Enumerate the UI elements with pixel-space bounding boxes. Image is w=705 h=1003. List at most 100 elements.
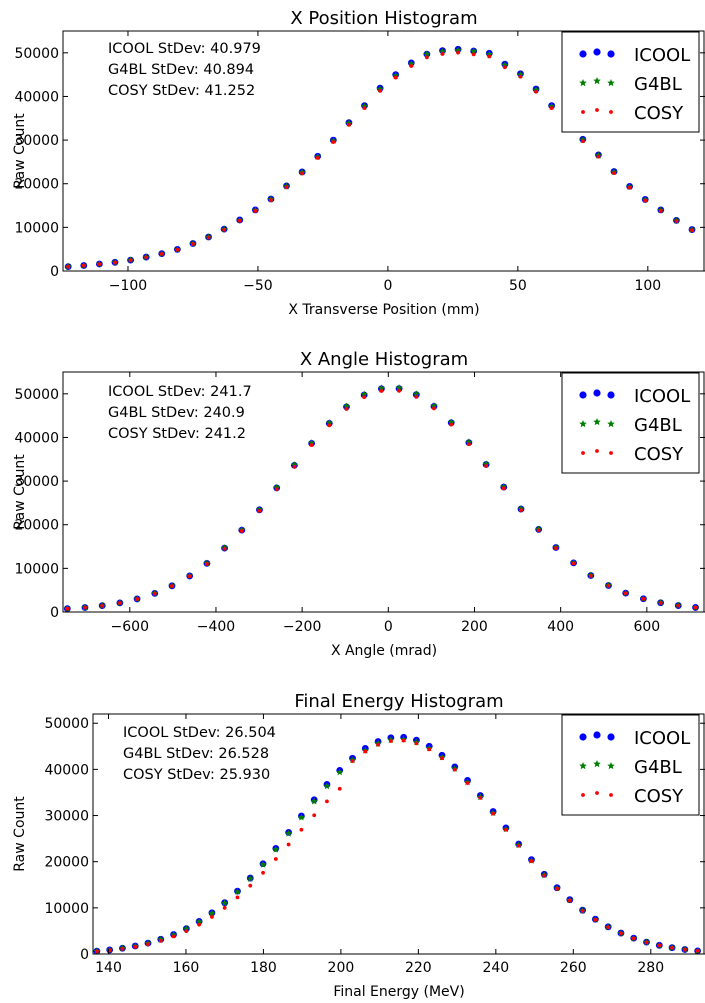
x-tick-label: 0 xyxy=(384,619,393,635)
legend-label: COSY xyxy=(634,103,684,124)
legend-marker xyxy=(607,79,615,87)
legend-label: ICOOL xyxy=(634,728,690,749)
data-point-cosy xyxy=(205,561,209,566)
data-point-cosy xyxy=(465,781,470,785)
data-point-cosy xyxy=(327,423,332,428)
data-point-g4bl xyxy=(221,899,229,907)
x-tick-label: −400 xyxy=(197,619,235,635)
legend-marker xyxy=(579,391,587,399)
y-tick-label: 40000 xyxy=(44,762,89,778)
data-point-cosy xyxy=(414,741,419,746)
data-point-cosy xyxy=(206,235,211,240)
legend: ICOOL G4BL COSY xyxy=(561,714,700,816)
data-point-cosy xyxy=(606,583,611,588)
data-point-g4bl xyxy=(465,438,473,446)
x-tick-label: 160 xyxy=(173,960,200,976)
legend-label: COSY xyxy=(634,444,684,465)
data-point-cosy xyxy=(534,89,538,94)
legend-label: ICOOL xyxy=(634,45,690,66)
legend-label: G4BL xyxy=(634,415,682,436)
series-cosy xyxy=(66,50,694,269)
data-point-cosy xyxy=(210,915,214,919)
data-point-cosy xyxy=(456,50,460,55)
legend-marker xyxy=(609,451,613,455)
data-point-cosy xyxy=(424,55,429,60)
data-point-cosy xyxy=(644,940,649,945)
data-point-g4bl xyxy=(516,70,525,78)
legend-marker xyxy=(579,762,587,770)
data-point-cosy xyxy=(235,895,240,900)
legend-marker xyxy=(607,733,615,741)
data-point-g4bl xyxy=(470,47,478,55)
data-point-cosy xyxy=(362,106,367,110)
x-tick-label: 200 xyxy=(328,960,355,976)
y-axis-label: Raw Count xyxy=(12,796,28,872)
data-point-g4bl xyxy=(377,384,386,392)
x-tick-label: 600 xyxy=(633,619,660,635)
x-tick-label: 220 xyxy=(405,960,432,976)
data-point-cosy xyxy=(284,185,289,190)
data-point-cosy xyxy=(325,799,329,804)
x-tick-label: −100 xyxy=(109,278,147,294)
y-tick-label: 50000 xyxy=(14,46,59,62)
data-point-cosy xyxy=(65,606,70,611)
stdev-annotation: G4BL StDev: 40.894 xyxy=(108,62,254,78)
data-point-cosy xyxy=(315,156,320,160)
data-point-cosy xyxy=(504,827,508,832)
data-point-cosy xyxy=(414,394,419,399)
legend-entry-icool: ICOOL xyxy=(579,45,690,66)
x-tick-label: 180 xyxy=(250,960,277,976)
legend-marker xyxy=(595,449,599,453)
data-point-cosy xyxy=(222,227,227,232)
y-tick-label: 0 xyxy=(50,264,59,280)
legend-marker xyxy=(607,50,615,58)
data-point-cosy xyxy=(237,218,242,223)
legend-entry-cosy: COSY xyxy=(581,103,684,124)
data-point-cosy xyxy=(171,934,176,939)
data-point-cosy xyxy=(676,603,681,608)
data-point-cosy xyxy=(440,52,445,56)
data-point-cosy xyxy=(113,260,117,265)
data-point-g4bl xyxy=(392,71,400,79)
legend-marker xyxy=(579,79,587,87)
chart-title: X Position Histogram xyxy=(290,8,477,29)
data-point-cosy xyxy=(309,443,314,447)
legend-marker xyxy=(579,733,587,741)
data-point-cosy xyxy=(501,486,506,491)
data-point-cosy xyxy=(187,574,192,579)
y-tick-label: 20000 xyxy=(44,855,89,871)
data-point-cosy xyxy=(388,739,393,743)
legend: ICOOL G4BL COSY xyxy=(561,372,700,474)
legend-entry-g4bl: G4BL xyxy=(579,757,682,778)
x-tick-label: 140 xyxy=(95,960,122,976)
legend-marker xyxy=(593,418,601,426)
final-energy-histogram-panel: Final Energy Histogram 0 10000 20000 30000 40… xyxy=(12,691,705,1000)
y-axis-label: Raw Count xyxy=(12,113,28,189)
data-point-cosy xyxy=(292,464,297,469)
data-point-g4bl xyxy=(284,829,293,837)
legend-marker xyxy=(581,110,585,114)
data-point-g4bl xyxy=(407,60,415,67)
data-point-cosy xyxy=(627,185,632,190)
data-points xyxy=(93,733,702,955)
data-point-cosy xyxy=(128,258,133,263)
data-point-g4bl xyxy=(336,768,344,776)
legend-marker xyxy=(609,110,613,114)
data-point-cosy xyxy=(519,508,523,512)
data-point-cosy xyxy=(350,759,355,764)
data-point-cosy xyxy=(484,464,489,468)
x-axis-label: X Transverse Position (mm) xyxy=(288,302,479,318)
data-point-cosy xyxy=(222,905,227,910)
data-point-cosy xyxy=(100,603,105,608)
data-point-cosy xyxy=(337,786,342,791)
legend-marker xyxy=(579,420,587,428)
y-tick-label: 10000 xyxy=(14,561,59,577)
data-point-cosy xyxy=(623,591,628,596)
data-point-cosy xyxy=(362,395,367,400)
data-point-cosy xyxy=(184,929,189,934)
y-axis-label: Raw Count xyxy=(12,454,28,530)
data-point-cosy xyxy=(197,922,202,927)
data-point-cosy xyxy=(81,263,86,268)
data-point-cosy xyxy=(571,561,576,566)
data-point-cosy xyxy=(94,949,99,954)
